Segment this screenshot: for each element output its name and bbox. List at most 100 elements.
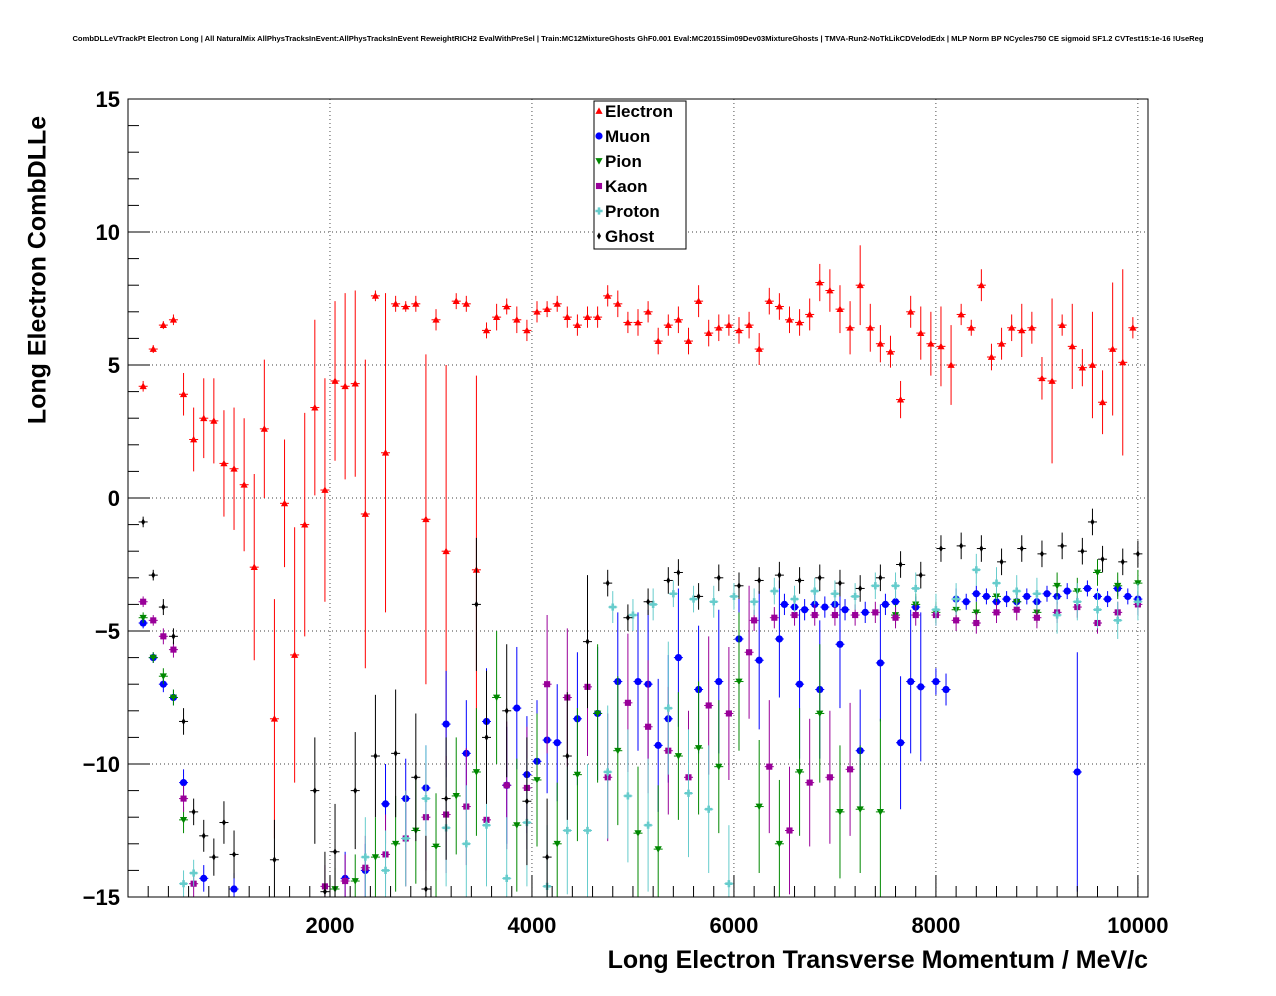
kaon-point [503, 782, 510, 789]
series-electron [138, 245, 1138, 839]
muon-point [553, 739, 561, 747]
kaon-point [953, 617, 960, 624]
muon-point [917, 683, 925, 691]
electron-point [997, 340, 1006, 347]
ghost-point [141, 518, 146, 526]
proton-point [361, 853, 369, 861]
electron-point [1068, 342, 1076, 350]
pion-point [573, 771, 582, 779]
electron-point [1008, 324, 1016, 331]
electron-point [856, 281, 864, 289]
electron-point [896, 395, 905, 403]
muon-point [795, 680, 804, 688]
kaon-point [1033, 614, 1040, 621]
grid-layer [128, 99, 1148, 897]
kaon-point [645, 723, 652, 730]
ghost-point [1120, 558, 1125, 566]
muon-point [442, 720, 450, 728]
electron-point [523, 326, 531, 334]
ghost-point [191, 808, 196, 816]
electron-point [341, 382, 349, 390]
electron-point [987, 353, 996, 360]
proton-point [932, 606, 940, 614]
data-layer [138, 245, 1143, 897]
ghost-point [474, 600, 479, 608]
proton-point [851, 592, 859, 601]
electron-point [684, 337, 693, 344]
electron-point [1028, 324, 1036, 331]
electron-point [816, 278, 824, 286]
electron-point [644, 308, 652, 315]
proton-point [583, 826, 592, 835]
muon-point [1003, 595, 1011, 603]
electron-point [190, 435, 198, 443]
proton-point [503, 874, 511, 882]
electron-point [321, 486, 329, 493]
legend-label-ghost: Ghost [605, 227, 654, 246]
electron-point [583, 313, 592, 320]
ghost-point [1080, 547, 1085, 555]
electron-point [210, 417, 218, 424]
electron-point [846, 324, 854, 331]
pion-point [594, 710, 602, 718]
electron-point [1018, 326, 1026, 334]
muon-point [381, 800, 390, 808]
muon-point [1083, 584, 1092, 593]
pion-point [472, 769, 481, 776]
ghost-point [646, 598, 651, 606]
pion-point [795, 769, 804, 776]
pion-point [493, 694, 501, 702]
kaon-point [766, 763, 773, 770]
proton-point [462, 840, 470, 848]
kaon-point [806, 779, 813, 786]
proton-point [790, 595, 799, 603]
muon-point [755, 656, 763, 664]
series-proton [179, 553, 1143, 897]
electron-point [220, 459, 228, 467]
electron-point [280, 499, 289, 507]
ghost-point [676, 568, 681, 577]
muon-point [896, 739, 905, 747]
electron-point [624, 318, 632, 326]
y-tick-label: −10 [83, 752, 120, 777]
ghost-point [959, 542, 964, 550]
pion-point [614, 747, 622, 755]
muon-point [1043, 590, 1051, 598]
proton-point [811, 587, 819, 595]
electron-point [654, 337, 662, 344]
electron-point [563, 313, 571, 320]
proton-point [669, 590, 677, 598]
ghost-point [898, 560, 903, 569]
x-tick-label: 2000 [306, 913, 355, 938]
kaon-point [847, 766, 854, 773]
y-tick-label: 5 [108, 353, 120, 378]
pion-point [856, 806, 864, 813]
muon-point [876, 659, 884, 667]
muon-point [513, 704, 521, 712]
ghost-point [1039, 550, 1044, 558]
x-tick-label: 6000 [709, 913, 758, 938]
electron-point [634, 318, 642, 326]
legend: Electron Muon Pion Kaon Proton Ghost [593, 100, 687, 250]
proton-point [684, 789, 693, 797]
electron-point [866, 324, 874, 331]
electron-point [957, 310, 965, 318]
proton-point [649, 600, 657, 608]
pion-point [159, 673, 167, 680]
ghost-point [504, 707, 509, 715]
ghost-point [797, 576, 802, 585]
proton-point [629, 611, 637, 619]
proton-point [1134, 598, 1142, 606]
ghost-point [393, 749, 398, 757]
electron-point [795, 318, 804, 326]
electron-point [270, 715, 279, 722]
muon-point [907, 677, 915, 686]
kaon-point [831, 611, 838, 619]
electron-point [715, 324, 723, 331]
muon-point [674, 654, 682, 662]
electron-point [1038, 374, 1046, 382]
kaon-point [912, 611, 919, 619]
legend-marker-ghost [597, 232, 601, 240]
pion-point [816, 710, 824, 718]
muon-point [861, 608, 869, 616]
